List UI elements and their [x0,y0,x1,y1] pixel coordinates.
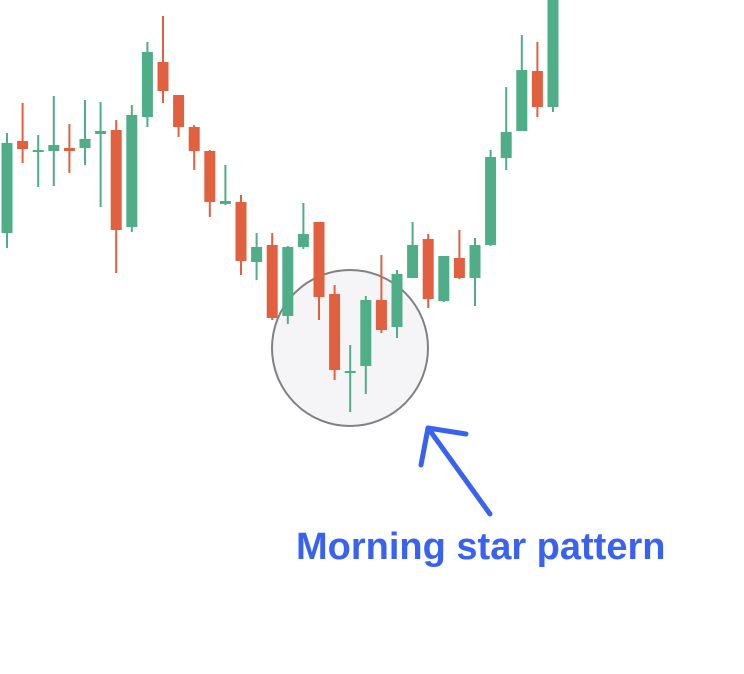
candle-body [375,300,387,330]
candle-body [17,141,29,149]
candle-body [48,145,60,151]
candle-body [407,245,419,278]
candle-body [95,131,107,134]
candle-body [157,62,169,91]
candle-body [282,247,294,316]
candle-body [500,132,512,158]
arrow-head [418,425,469,468]
candle-body [219,201,231,204]
candle-body [531,71,543,107]
candle-body [188,127,200,151]
candle-body [516,70,528,131]
candle-body [344,371,356,373]
candle-body [313,222,325,297]
candle-body [469,245,481,278]
candles [1,0,559,412]
arrow-shaft [425,425,493,517]
candle-body [126,115,138,227]
candle-body [1,143,13,233]
candle-body [32,150,44,152]
candle-body [360,300,372,366]
candle-body [453,258,465,278]
candle-body [173,95,185,127]
candle-body [391,274,403,327]
candle-body [297,234,309,247]
candle-body [251,247,263,262]
candle-body [485,157,497,245]
candle-body [79,139,91,148]
candle-body [422,239,434,299]
candle-body [438,256,450,301]
annotation: Morning star pattern [296,526,665,568]
arrow [418,425,493,517]
candle-body [141,52,153,117]
candle-body [235,202,247,261]
candle-body [204,151,216,202]
candle-body [547,0,559,107]
candle-body [329,294,341,370]
candle-body [63,148,75,151]
candle-body [110,130,122,230]
candle-body [266,245,278,318]
